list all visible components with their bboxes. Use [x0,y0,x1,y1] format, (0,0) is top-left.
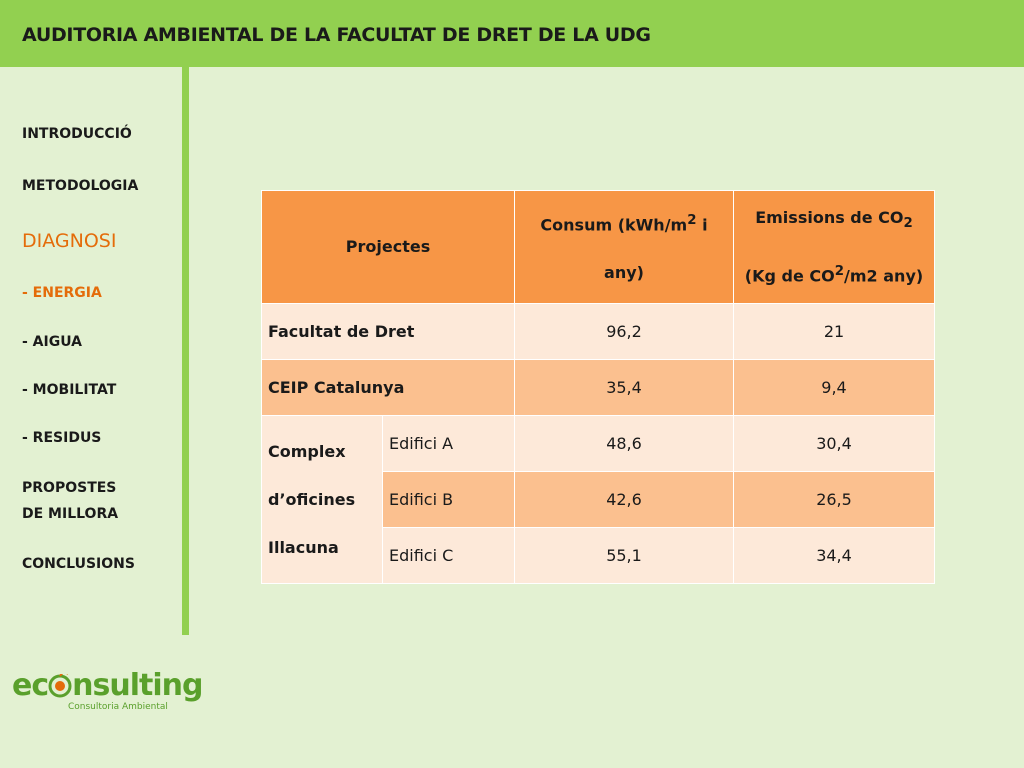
nav-item: PROPOSTES [22,480,117,496]
cell: 42,6 [514,471,734,528]
title: AUDITORIA AMBIENTAL DE LA FACULTAT DE DR… [22,24,651,46]
text: any) [604,263,644,283]
logo-text: nsulting [72,668,203,703]
logo-subtitle: Consultoria Ambiental [68,702,168,712]
header-cell: Emissions de CO2 (Kg de CO2/m2 any) [733,190,935,304]
cell: 35,4 [514,359,734,416]
nav-item: METODOLOGIA [22,178,139,194]
logo-globe [48,671,72,698]
superscript: 2 [687,212,697,228]
cell: 9,4 [733,359,935,416]
nav-item: CONCLUSIONS [22,556,135,572]
text: Complex [268,441,346,461]
text: /m2 any) [844,266,924,286]
row: Edifici B 42,6 26,5 [262,471,935,528]
cell: 30,4 [733,415,935,472]
cell: 48,6 [514,415,734,472]
logo: ec nsulting Consultoria Ambiental [12,668,203,712]
cell: CEIP Catalunya [261,359,515,416]
header-cell: Projectes [261,190,515,304]
nav-item: INTRODUCCIÓ [22,126,132,142]
header-row: Projectes Consum (kWh/m2 i any) Emissions… [261,190,935,304]
nav-item-active: DIAGNOSI [22,230,117,252]
text: (Kg de CO [744,266,835,286]
cell: Edifici C [382,527,515,584]
row: CEIP Catalunya 35,4 9,4 [261,359,935,416]
nav-item-active: - ENERGIA [22,285,102,301]
cell: Facultat de Dret [261,303,515,360]
header-bar: AUDITORIA AMBIENTAL DE LA FACULTAT DE DR… [0,0,1024,67]
table: Projectes Consum (kWh/m2 i any) Emissions… [261,190,935,584]
text: Emissions de CO [755,207,904,227]
cell: 21 [733,303,935,360]
subscript: 2 [903,215,913,231]
logo-text: ec [12,668,49,703]
nav-item: - AIGUA [22,334,82,350]
text: d’oficines [268,489,356,509]
group-cell: Complex d’oficines Illacuna [261,415,383,584]
superscript: 2 [834,263,845,279]
text: i [696,215,708,235]
row: Edifici C 55,1 34,4 [262,527,935,584]
cell: Edifici A [382,415,515,472]
cell: 96,2 [514,303,734,360]
row: Complex d’oficines Illacuna Edifici A 48,6… [261,415,935,584]
text: Illacuna [268,537,339,557]
row: Facultat de Dret 96,2 21 [261,303,935,360]
cell: 55,1 [514,527,734,584]
nav-item: - MOBILITAT [22,382,117,398]
nav-item: - RESIDUS [22,430,102,446]
cell: 26,5 [733,471,935,528]
text: Consum (kWh/m [540,215,688,235]
sidebar-divider [182,67,189,635]
nav-item: DE MILLORA [22,506,119,522]
header-cell: Consum (kWh/m2 i any) [514,190,734,304]
cell: Edifici B [382,471,515,528]
cell: 34,4 [733,527,935,584]
